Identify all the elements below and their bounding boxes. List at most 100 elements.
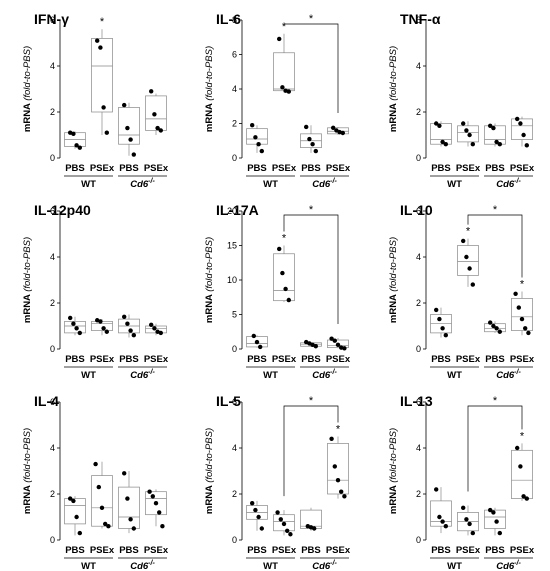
x-category-label: PBS <box>247 163 267 174</box>
data-point <box>160 524 165 529</box>
x-category-label: PSEx <box>326 354 351 365</box>
y-axis-label-main: mRNA <box>204 483 215 514</box>
chart-panel-6: IL-10 mRNA (fold-to-PBS) 0 2 4 6 * * * PBS PSEx PBS… <box>388 202 535 381</box>
data-point <box>285 528 290 533</box>
significance-star: * <box>466 226 471 238</box>
y-tick-label: 6 <box>416 397 421 407</box>
data-point <box>128 328 133 333</box>
y-tick-label: 0 <box>416 153 421 163</box>
group-label-cd6: Cd6-/- <box>312 369 337 381</box>
group-label-cd6-superscript: -/- <box>148 369 155 376</box>
data-point <box>518 464 523 469</box>
group-label-cd6-base: Cd6 <box>496 179 515 190</box>
data-point <box>275 510 280 515</box>
x-category-label: PSEx <box>326 163 351 174</box>
x-category-label: PSEx <box>326 545 351 556</box>
data-point <box>488 507 493 513</box>
x-category-label: PBS <box>485 354 505 365</box>
data-point <box>150 494 155 499</box>
group-label-cd6: Cd6-/- <box>130 560 155 571</box>
data-point <box>74 326 79 331</box>
y-tick-label: 0 <box>416 535 421 545</box>
x-category-label: PBS <box>247 545 267 556</box>
y-tick-label: 2 <box>232 489 237 499</box>
data-point <box>280 270 285 276</box>
box <box>484 509 506 529</box>
box <box>511 449 533 499</box>
data-point <box>515 445 520 451</box>
x-category-label: PBS <box>485 545 505 556</box>
y-axis-label-unit: (fold-to-PBS) <box>388 428 399 483</box>
y-tick-label: 4 <box>50 252 55 262</box>
bracket-star: * <box>493 204 498 216</box>
data-point <box>128 137 133 142</box>
data-point <box>461 238 466 244</box>
x-category-label: PSEx <box>272 354 297 365</box>
group-label-wt: WT <box>81 179 96 190</box>
data-point <box>497 142 502 147</box>
group-label-cd6: Cd6-/- <box>312 178 337 190</box>
data-point <box>158 330 163 336</box>
group-label-wt: WT <box>447 179 462 190</box>
panel-title: IFN-γ <box>34 11 69 27</box>
data-point <box>149 322 154 328</box>
panel-title: IL-13 <box>400 393 433 409</box>
box <box>118 486 140 529</box>
x-category-label: PBS <box>65 354 85 365</box>
data-point <box>131 526 136 531</box>
y-axis-label-main: mRNA <box>22 101 33 132</box>
comparison-bracket <box>284 23 339 113</box>
y-axis-label-unit: (fold-to-PBS) <box>388 237 399 292</box>
significance-star: * <box>520 279 525 291</box>
data-point <box>250 123 255 128</box>
data-point <box>122 102 127 108</box>
bracket-star: * <box>309 204 314 216</box>
data-point <box>74 514 79 520</box>
y-tick-label: 4 <box>232 443 237 453</box>
x-category-label: PBS <box>65 545 85 556</box>
chart-panel-7: IL-4 mRNA (fold-to-PBS) 0 2 4 6 PBS PSEx PBS PSEx… <box>22 393 169 571</box>
panel-title: TNF-α <box>400 11 441 27</box>
y-tick-label: 0 <box>50 535 55 545</box>
y-tick-label: 6 <box>416 206 421 216</box>
comparison-bracket <box>467 214 523 278</box>
data-point <box>286 89 291 94</box>
y-tick-label: 0 <box>232 344 237 354</box>
group-label-cd6: Cd6-/- <box>130 178 155 190</box>
data-point <box>516 305 521 310</box>
data-point <box>342 494 347 499</box>
data-point <box>437 123 442 128</box>
y-tick-label: 8 <box>232 15 237 25</box>
y-axis-label: mRNA (fold-to-PBS) <box>22 46 33 132</box>
data-point <box>521 494 526 499</box>
box <box>511 118 533 140</box>
data-point <box>497 329 502 334</box>
x-category-label: PSEx <box>272 163 297 174</box>
box <box>91 475 113 527</box>
data-point <box>128 517 133 522</box>
y-tick-label: 2 <box>416 107 421 117</box>
y-tick-label: 4 <box>50 61 55 71</box>
data-point <box>98 319 103 324</box>
significance-star: * <box>520 430 525 442</box>
y-tick-label: 6 <box>50 206 55 216</box>
x-category-label: PBS <box>119 545 139 556</box>
data-point <box>521 132 526 138</box>
y-tick-label: 2 <box>50 107 55 117</box>
significance-star: * <box>282 233 287 245</box>
box <box>273 253 295 302</box>
y-tick-label: 10 <box>227 275 237 285</box>
data-point <box>74 143 79 148</box>
x-category-label: PSEx <box>144 163 169 174</box>
data-point <box>122 314 127 319</box>
y-axis-label: mRNA (fold-to-PBS) <box>204 46 215 132</box>
y-tick-label: 2 <box>50 489 55 499</box>
chart-panel-8: IL-5 mRNA (fold-to-PBS) 0 2 4 6 * * PBS PSEx PBS PS… <box>204 393 351 571</box>
data-point <box>106 524 111 529</box>
group-label-cd6-superscript: -/- <box>330 178 337 185</box>
x-category-label: PSEx <box>510 354 535 365</box>
data-point <box>494 326 499 331</box>
y-axis-label: mRNA (fold-to-PBS) <box>22 428 33 514</box>
data-point <box>467 266 472 271</box>
